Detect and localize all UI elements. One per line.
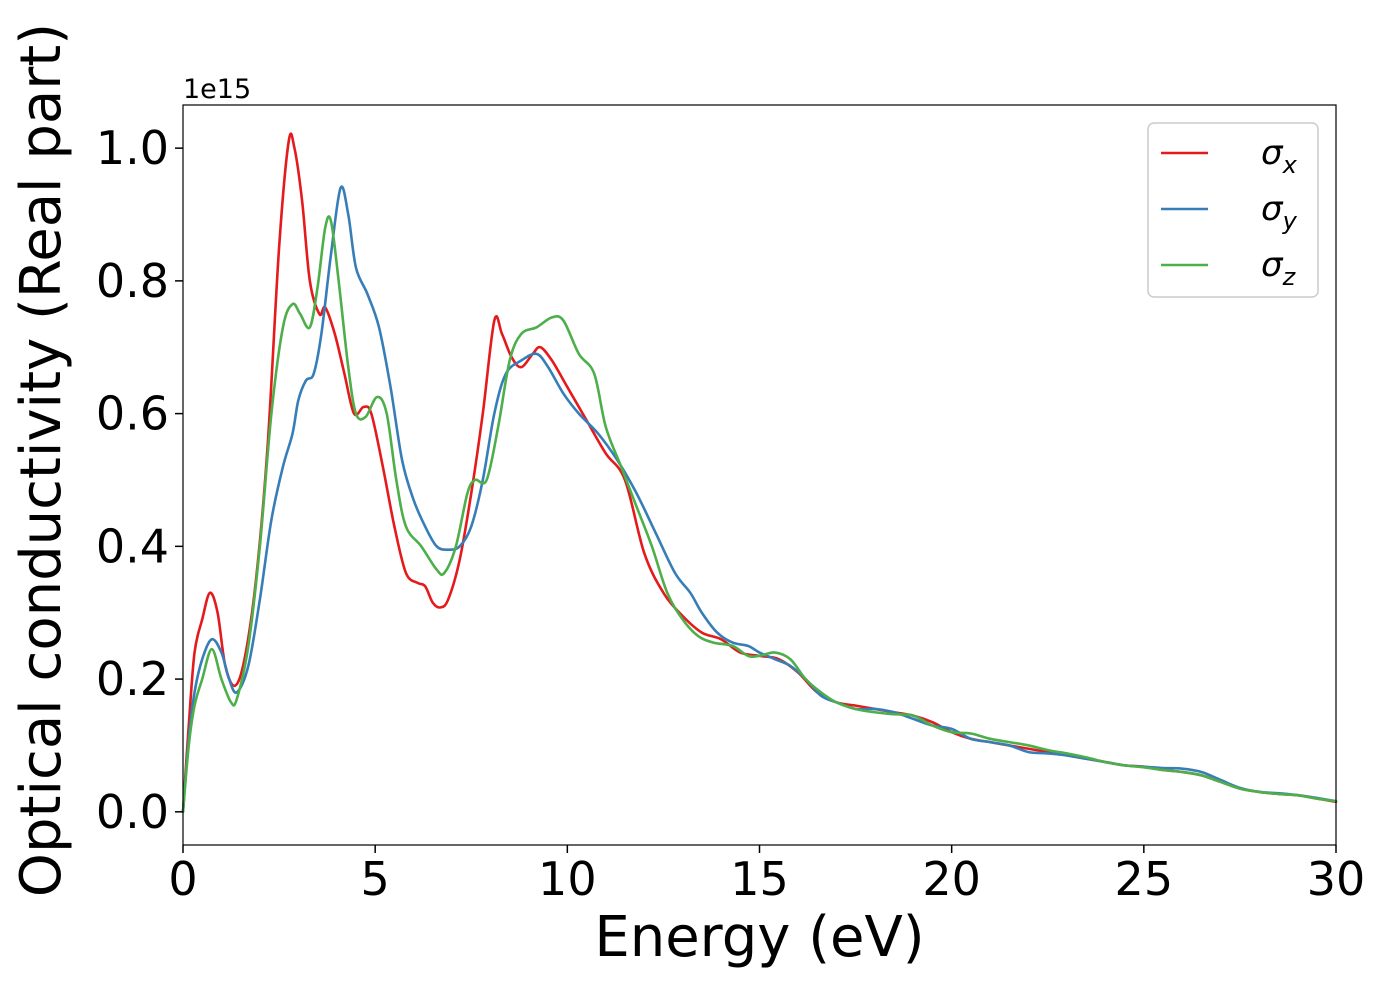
y-tick-label: 1.0 <box>96 121 169 175</box>
y-axis-offset-label: 1e15 <box>183 74 251 105</box>
x-tick-label: 25 <box>1115 852 1174 906</box>
x-tick-label: 30 <box>1307 852 1366 906</box>
x-tick-label: 10 <box>538 852 597 906</box>
x-tick-label: 5 <box>361 852 390 906</box>
legend: σx σy σz <box>1147 122 1319 298</box>
legend-box <box>1147 122 1319 298</box>
y-axis-title: Optical conductivity (Real part) <box>9 23 74 897</box>
y-tick-label: 0.8 <box>96 254 169 308</box>
x-tick-label: 15 <box>730 852 789 906</box>
y-tick-label: 0.2 <box>96 652 169 706</box>
x-tick-label: 20 <box>922 852 981 906</box>
series-layer <box>181 132 1338 814</box>
y-axis: 0.0 0.2 0.4 0.6 0.8 1.0 <box>96 121 183 839</box>
y-tick-label: 0.0 <box>96 785 169 839</box>
legend-label-sigma-y: σy <box>1261 189 1298 235</box>
legend-label-sigma-z: σz <box>1261 245 1297 291</box>
y-tick-label: 0.6 <box>96 387 169 441</box>
x-tick-label: 0 <box>168 852 197 906</box>
legend-label-sigma-x: σx <box>1261 133 1298 179</box>
y-tick-label: 0.4 <box>96 519 169 573</box>
x-axis-title: Energy (eV) <box>594 905 924 970</box>
x-axis: 0 5 10 15 20 25 30 <box>168 845 1365 906</box>
series-line-sigma-y <box>181 185 1338 814</box>
series-line-sigma-z <box>181 215 1338 814</box>
